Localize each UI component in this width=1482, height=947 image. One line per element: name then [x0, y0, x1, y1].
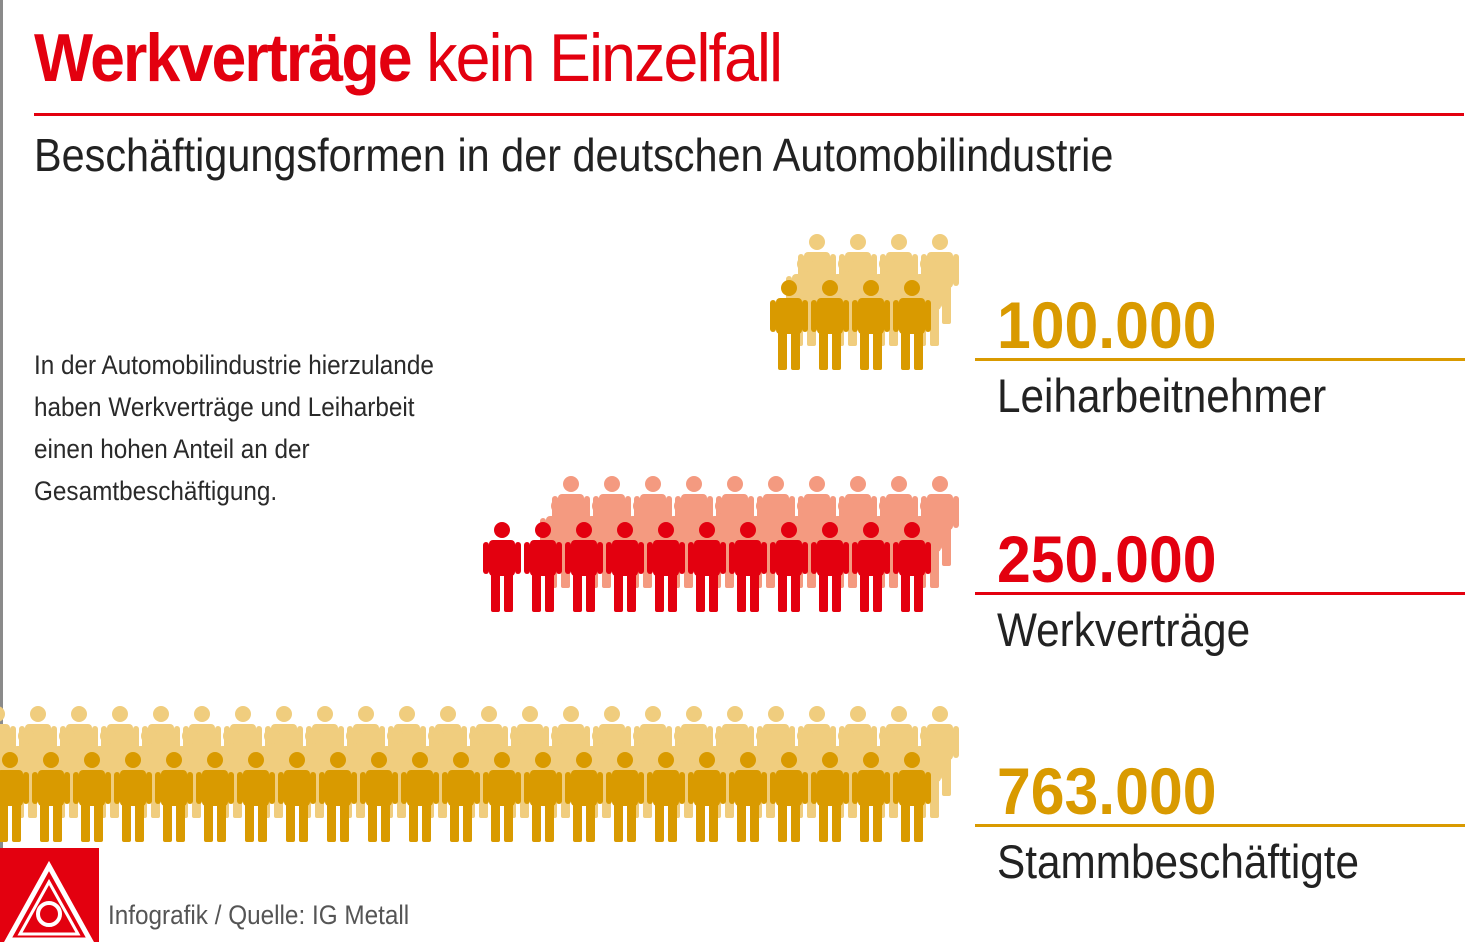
person-icon	[729, 522, 767, 612]
stat-label: Stammbeschäftigte	[997, 835, 1360, 888]
person-icon	[114, 752, 152, 842]
person-icon	[401, 752, 439, 842]
person-icon	[278, 752, 316, 842]
person-icon	[442, 752, 480, 842]
person-icon	[893, 280, 931, 370]
stat-rule	[975, 824, 1465, 827]
person-icon	[606, 752, 644, 842]
person-icon	[770, 280, 808, 370]
title-bold: Werkverträge	[34, 20, 413, 96]
person-icon	[524, 752, 562, 842]
stat-value: 250.000	[997, 522, 1217, 596]
person-icon	[852, 752, 890, 842]
left-border	[0, 0, 3, 942]
person-icon	[32, 752, 70, 842]
ig-metall-logo	[0, 848, 99, 943]
person-icon	[811, 522, 849, 612]
stat-label: Leiharbeitnehmer	[997, 369, 1327, 422]
person-icon	[155, 752, 193, 842]
person-icon	[893, 752, 931, 842]
person-icon	[524, 522, 562, 612]
person-icon	[688, 752, 726, 842]
stat-label: Werkverträge	[997, 603, 1251, 656]
stat-value: 763.000	[997, 754, 1217, 828]
page-title: Werkverträge kein Einzelfall	[34, 24, 783, 92]
person-icon	[319, 752, 357, 842]
stat-rule	[975, 592, 1465, 595]
person-icon	[647, 752, 685, 842]
person-icon	[893, 522, 931, 612]
title-rule	[34, 113, 1464, 116]
person-icon	[688, 522, 726, 612]
person-icon	[237, 752, 275, 842]
person-icon	[196, 752, 234, 842]
stat-rule	[975, 358, 1465, 361]
person-icon	[483, 522, 521, 612]
person-icon	[360, 752, 398, 842]
person-icon	[770, 752, 808, 842]
logo-icon	[3, 860, 95, 943]
person-icon	[852, 522, 890, 612]
person-icon	[811, 752, 849, 842]
person-icon	[0, 752, 29, 842]
intro-text: In der Automobilindustrie hierzulande ha…	[34, 350, 434, 506]
stat-value: 100.000	[997, 288, 1217, 362]
person-icon	[647, 522, 685, 612]
person-icon	[770, 522, 808, 612]
person-icon	[852, 280, 890, 370]
person-icon	[729, 752, 767, 842]
person-icon	[811, 280, 849, 370]
person-icon	[73, 752, 111, 842]
source-note: Infografik / Quelle: IG Metall	[108, 900, 410, 930]
person-icon	[565, 752, 603, 842]
title-rest: kein Einzelfall	[426, 20, 783, 96]
person-icon	[483, 752, 521, 842]
subtitle: Beschäftigungsformen in der deutschen Au…	[34, 129, 1114, 181]
person-icon	[565, 522, 603, 612]
person-icon	[606, 522, 644, 612]
